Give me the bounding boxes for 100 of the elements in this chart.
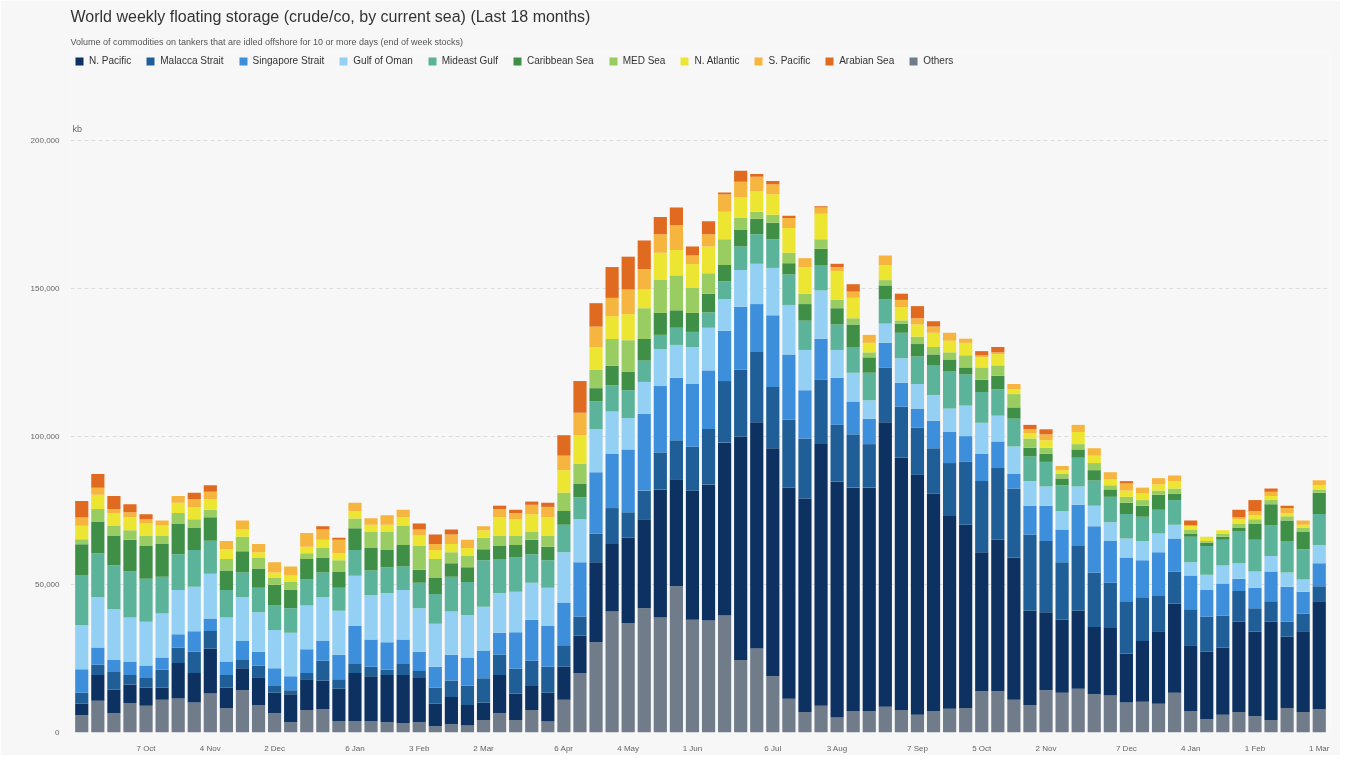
legend-label: Gulf of Oman	[353, 55, 413, 66]
bar	[621, 390, 635, 419]
bar	[364, 548, 378, 571]
bar	[364, 531, 378, 549]
bar	[155, 576, 169, 614]
bar	[1151, 478, 1166, 485]
bar	[718, 211, 732, 240]
bar	[525, 582, 539, 620]
bar	[107, 525, 121, 536]
bar	[91, 494, 105, 509]
bar	[444, 724, 458, 733]
bar	[1039, 440, 1053, 448]
bar	[251, 704, 266, 733]
bar	[557, 511, 571, 525]
bar	[605, 297, 619, 317]
bar	[926, 346, 941, 355]
bar	[444, 576, 458, 612]
bar	[1007, 394, 1021, 408]
bar	[1023, 481, 1037, 506]
bar	[1103, 627, 1117, 696]
bar	[396, 566, 410, 591]
bar	[268, 686, 282, 693]
bar	[557, 492, 571, 512]
bar	[139, 519, 153, 524]
bar	[284, 582, 298, 591]
bar	[300, 546, 314, 554]
bar	[1216, 583, 1230, 616]
bar	[1312, 492, 1326, 514]
bar	[235, 659, 250, 669]
bar	[750, 218, 764, 235]
bar	[750, 263, 764, 305]
x-tick-label: 2 Nov	[1035, 743, 1057, 753]
bar	[878, 285, 892, 300]
bar	[476, 560, 491, 607]
bar	[235, 668, 250, 691]
bar	[541, 535, 555, 547]
bar	[1103, 479, 1117, 486]
bar	[669, 440, 683, 480]
bar	[685, 446, 700, 491]
bar	[718, 299, 732, 331]
bar	[396, 664, 410, 676]
bar	[235, 536, 250, 552]
bar	[734, 181, 748, 198]
bar	[1071, 610, 1085, 689]
bar	[1119, 490, 1133, 497]
x-tick-label: 5 Oct	[972, 743, 993, 753]
bar	[1184, 520, 1198, 526]
bar	[814, 207, 828, 214]
bar	[380, 675, 394, 723]
bar	[621, 449, 635, 513]
bar	[380, 722, 394, 733]
bar	[959, 374, 973, 406]
bar	[1055, 529, 1069, 563]
bar	[605, 316, 619, 339]
bar	[75, 517, 89, 526]
bar	[685, 619, 700, 733]
bar	[926, 326, 941, 333]
bar	[171, 554, 185, 591]
bar	[878, 299, 892, 324]
bar	[830, 263, 844, 268]
bar	[862, 352, 876, 358]
bar	[1296, 524, 1310, 528]
bar	[637, 339, 651, 361]
bar	[1135, 560, 1150, 598]
bar	[171, 513, 185, 524]
bar	[1007, 474, 1021, 489]
bar	[460, 685, 475, 705]
bar	[348, 550, 362, 576]
bar	[943, 371, 957, 409]
bar	[814, 705, 828, 733]
bar	[316, 680, 330, 710]
bar	[1296, 712, 1310, 733]
bar	[493, 632, 507, 655]
bar	[460, 556, 475, 568]
bar	[123, 661, 137, 676]
bar	[75, 669, 89, 693]
bar	[251, 568, 266, 588]
bar	[187, 672, 201, 703]
bar	[235, 690, 250, 733]
bar	[734, 170, 748, 182]
bar	[862, 342, 876, 353]
bar	[1103, 485, 1117, 490]
bar	[460, 548, 475, 557]
x-tick-label: 7 Dec	[1115, 743, 1137, 753]
bar	[910, 356, 925, 385]
legend-label: N. Atlantic	[694, 55, 740, 66]
bar	[605, 385, 619, 412]
bar	[123, 571, 137, 618]
bar	[525, 501, 539, 505]
bar	[348, 664, 362, 673]
bar	[894, 332, 908, 359]
bar	[155, 525, 169, 536]
bar	[139, 535, 153, 546]
bar	[1087, 572, 1101, 628]
bar	[1232, 578, 1246, 591]
bar	[894, 406, 908, 458]
bar	[782, 487, 796, 699]
bar	[846, 324, 860, 347]
bar	[557, 645, 571, 667]
bar	[669, 586, 683, 733]
